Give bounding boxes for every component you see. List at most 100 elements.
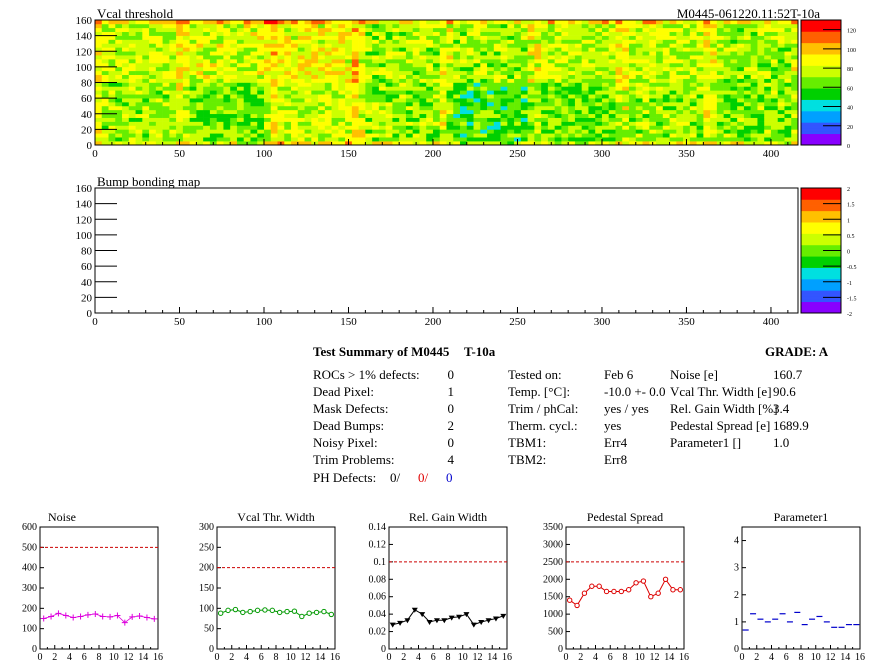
heat-cell [155, 82, 163, 87]
heat-cell [263, 94, 272, 99]
heat-cell [311, 113, 319, 118]
heat-cell [230, 70, 238, 75]
heat-cell [608, 70, 616, 75]
heat-cell [574, 47, 582, 52]
heat-cell [514, 47, 522, 52]
heat-cell [764, 27, 772, 33]
heat-cell [608, 98, 616, 103]
heat-cell [284, 90, 292, 95]
heat-cell [649, 35, 657, 40]
heat-cell [635, 90, 643, 95]
heat-cell [263, 59, 272, 64]
heat-cell [250, 86, 258, 91]
heat-cell [777, 86, 785, 91]
heat-cell [155, 117, 163, 122]
y-tick-label: 0 [558, 644, 563, 655]
heat-cell [419, 105, 427, 111]
heat-cell [629, 105, 637, 111]
heat-cell [176, 94, 184, 99]
heat-cell [601, 74, 610, 79]
heat-cell [629, 70, 637, 75]
heat-cell [439, 47, 447, 52]
heat-cell [689, 62, 697, 68]
heat-cell [196, 90, 204, 95]
heat-cell [236, 31, 245, 36]
heat-cell [162, 105, 170, 111]
heat-cell [270, 47, 278, 52]
heat-cell [629, 82, 637, 87]
heat-cell [527, 43, 535, 48]
heat-cell [412, 137, 420, 142]
heat-cell [446, 23, 454, 29]
heat-cell [338, 66, 346, 72]
heat-cell [581, 78, 589, 83]
heat-cell [209, 27, 217, 33]
heat-cell [473, 74, 481, 79]
heat-cell [547, 66, 555, 72]
heat-cell [405, 70, 413, 75]
heat-cell [358, 125, 366, 130]
heat-cell [176, 62, 184, 68]
heat-cell [777, 31, 785, 36]
heat-cell [480, 137, 488, 142]
heat-cell [683, 59, 691, 64]
heat-cell [399, 98, 407, 103]
heat-cell [216, 94, 224, 99]
heat-cell [520, 90, 528, 95]
heat-cell [122, 86, 130, 91]
heat-cell [365, 133, 373, 138]
heat-cell [480, 47, 488, 52]
heat-cell [412, 82, 420, 87]
heat-cell [453, 82, 461, 87]
heat-cell [351, 27, 359, 33]
x-tick-label: 150 [340, 148, 357, 160]
heat-cell [405, 55, 413, 60]
heat-cell [311, 137, 319, 142]
data-point [448, 615, 455, 621]
heat-cell [460, 62, 468, 68]
heat-cell [209, 105, 217, 111]
heat-cell [649, 125, 657, 130]
heat-cell [473, 137, 481, 142]
x-tick-label: 0 [92, 316, 98, 328]
heat-cell [683, 70, 691, 75]
heat-cell [263, 117, 272, 122]
heat-cell [541, 117, 549, 122]
heat-cell [372, 82, 380, 87]
heat-cell [358, 82, 366, 87]
heat-cell [101, 90, 109, 95]
x-tick-label: 400 [763, 148, 780, 160]
heat-cell [318, 90, 326, 95]
heat-cell [297, 109, 305, 115]
heat-cell [155, 125, 163, 130]
heat-cell [432, 70, 441, 75]
heat-cell [764, 78, 772, 83]
heat-cell [399, 74, 407, 79]
heat-cell [385, 39, 393, 44]
heat-cell [122, 94, 130, 99]
heat-cell [203, 86, 211, 91]
heat-cell [311, 31, 319, 36]
heat-cell [764, 113, 772, 118]
heat-cell [318, 121, 326, 126]
heat-cell [561, 102, 569, 107]
heat-cell [243, 117, 251, 122]
heat-cell [527, 86, 535, 91]
x-tick-label: 0 [92, 148, 98, 160]
heat-cell [473, 43, 481, 48]
heat-cell [460, 35, 468, 40]
heat-cell [649, 20, 657, 25]
heat-cell [662, 98, 670, 103]
y-tick-label: 100 [199, 603, 214, 614]
heat-cell [257, 27, 265, 33]
heat-cell [291, 74, 299, 79]
heat-cell [345, 23, 353, 29]
color-scale-segment [801, 91, 841, 95]
heat-cell [601, 133, 610, 138]
heat-cell [541, 109, 549, 115]
heat-cell [750, 94, 758, 99]
heat-cell [601, 125, 610, 130]
y-tick-label: 0.02 [369, 627, 387, 638]
heat-cell [270, 62, 278, 68]
heat-cell [460, 102, 468, 107]
